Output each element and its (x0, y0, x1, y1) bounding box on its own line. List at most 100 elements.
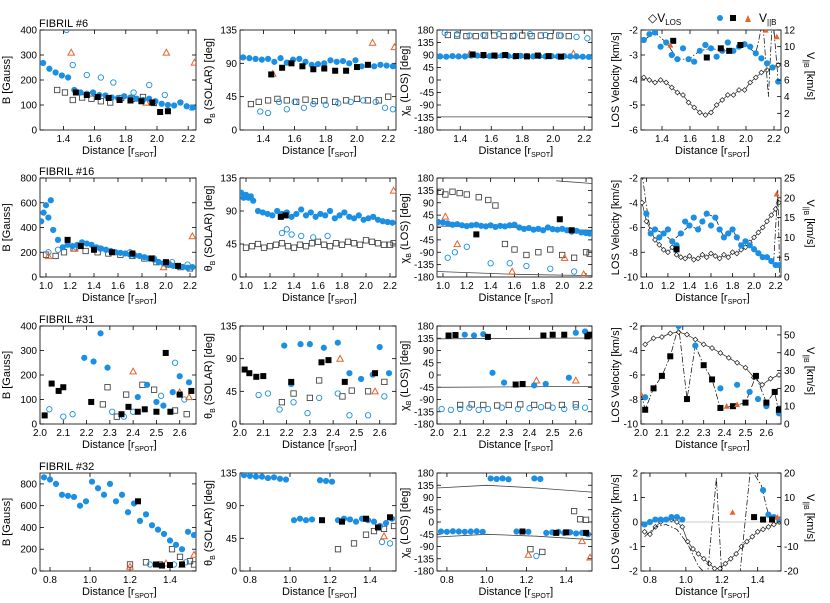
panel-r1-theta-ylabel: θB (SOLAR) [deg] (203, 38, 217, 124)
panel-r2-theta-blue-filled-22 (331, 215, 338, 222)
panel-r1-chi-black-open-8 (519, 32, 526, 39)
panel-r1-b-black-filled-5 (127, 97, 134, 104)
panel-r1-vel-vb-black-filled-4 (737, 42, 744, 48)
panel-r3-chi-blue-open-10 (549, 404, 556, 411)
panel-r2-chi-blue-open-4 (506, 260, 513, 267)
panel-r1-vel-vlos-diamond-17 (736, 87, 742, 93)
panel-r4-theta-blue-filled-9 (296, 515, 304, 522)
panel-r3-b-xlabel-sub: SPOT (135, 446, 155, 453)
panel-r2-vel-vlos-diamond-21 (729, 249, 736, 256)
panel-r4-chi-yticklabel-7: 135 (417, 481, 434, 492)
panel-r4-vel-yticklabel-1: -1 (629, 542, 638, 553)
panel-r1-chi-xticklabel-1: 1.6 (484, 134, 498, 145)
panel-r3-vel-yticklabel-4: -2 (629, 322, 638, 333)
panel-r4-b-blue-filled-13 (118, 491, 126, 498)
panel-r2-vel-xlabel-main: Distance [r (675, 292, 728, 304)
panel-r1-theta-blue-filled-16 (339, 58, 347, 65)
panel-r3-theta-black-filled-4 (288, 378, 295, 385)
panel-r3-b-blue-filled-6 (153, 398, 160, 406)
panel-r3-theta-ylabel-sub: B (210, 408, 217, 413)
panel-r4-chi-blue-filled-10 (499, 475, 506, 482)
panel-r2-vel-vb-blue-filled-14 (703, 210, 710, 217)
legend-blue-dot (717, 15, 723, 21)
panel-r1-b-black-open-2 (69, 96, 76, 104)
panel-r2-chi-ylabel-rest: (LOS) [deg] (399, 193, 411, 253)
panel-r2-vel-xticklabel-1: 1.2 (661, 281, 675, 292)
panel-r2-b-blue-filled-13 (88, 241, 95, 248)
panel-r2-b-xlabel: Distance [rSPOT] (82, 292, 157, 306)
panel-r3-vel-xticklabel-5: 2.5 (739, 428, 753, 439)
panel-r2-theta-blue-filled-6 (254, 207, 262, 215)
panel-r2-theta-yticklabel-3: 135 (220, 174, 237, 185)
panel-r4-b: 0.8 1.0 1.2 1.4 Distance [rSPOT] 0 200 400 600 80… (1, 461, 197, 600)
panel-r3-vel-vb-black-filled-6 (709, 376, 716, 383)
panel-r2-theta-blue-open-4 (310, 234, 317, 241)
panel-r3-theta-orange-tri-0 (336, 354, 345, 362)
panel-r2-theta-blue-filled-18 (312, 213, 319, 220)
panel-r4-b-blue-filled-1 (46, 476, 54, 483)
panel-r1-theta-black-filled-8 (354, 64, 360, 71)
panel-r3-theta-marks (241, 339, 393, 419)
panel-r1-theta-orange-tri-2 (390, 42, 396, 51)
panel-r3-b-black-filled-2 (55, 387, 62, 394)
panel-r3-b-xticklabel-1: 2.1 (56, 428, 70, 439)
panel-r1-chi-yticklabel-5: 45 (423, 63, 435, 74)
panel-r2-theta-black-open-7 (284, 243, 292, 250)
panel-r3-theta-blue-open-1 (264, 390, 272, 397)
panel-r2-theta-xticklabel-2: 1.4 (287, 281, 301, 292)
panel-r4-b-blue-filled-24 (184, 528, 192, 535)
panel-r2-b-xticklabel-5: 2.0 (159, 281, 173, 292)
panel-r2-theta-blue-filled-15 (298, 206, 305, 213)
panel-r3-vel-vlos-diamond-11 (734, 359, 741, 366)
panel-r4-b-xlabel-main: Distance [r (82, 586, 135, 598)
panel-r1-vel-vlos-diamond-21 (758, 69, 765, 76)
panel-r1-vel-vlos-diamond-19 (747, 79, 754, 86)
panel-r4-theta-marks (240, 473, 396, 553)
panel-r4-chi: 0.8 1.0 1.2 1.4 Distance [rSPOT] -180 -135-90-… (399, 469, 593, 600)
panel-r4-chi-xlabel-rest: ] (550, 586, 553, 598)
panel-r1-theta-blue-open-9 (347, 98, 354, 106)
panel-r2-vel: 1.0 1.2 1.4 1.6 1.8 2.0 2.2 Distance [rSPOT] -10… (610, 174, 816, 307)
panel-r2-chi-blue-filled-18 (520, 225, 528, 232)
panel-r2-theta-xticklabel-4: 1.8 (335, 281, 349, 292)
panel-r2-chi-black-open-11 (535, 249, 542, 256)
panel-r4-chi-black-filled-1 (553, 529, 560, 536)
panel-r4-vel-vlos-diamond-8 (684, 538, 691, 545)
panel-r1-theta-blue-open-4 (291, 98, 298, 106)
panel-r1-vel-vlos-diamond-13 (713, 102, 720, 108)
panel-r4-vel-vb-blue-filled-4 (663, 516, 670, 523)
panel-r1-b-blue-open-3 (97, 74, 104, 81)
panel-r4-chi-blue-filled-22 (573, 530, 580, 537)
panel-r1-vel-vb-blue-filled-10 (696, 47, 703, 54)
fibril-title-1: FIBRIL #6 (39, 18, 88, 30)
panel-r3-vel-vb-blue-filled-4 (734, 381, 741, 388)
panel-r1-vel-yticklabel-0: -6 (629, 126, 638, 137)
panel-r1-chi-black-open-11 (547, 33, 554, 40)
panel-r4-vel-vb-blue-filled-8 (759, 487, 767, 494)
panel-r2-chi-ylabel-sub: B (406, 253, 413, 258)
panel-r1-vel-vb-black-filled-0 (670, 37, 677, 44)
panel-r3-theta-xticklabel-5: 2.5 (349, 428, 363, 439)
panel-r2-b-blue-filled-8 (64, 241, 71, 248)
panel-r4-chi-yticklabel-2: -90 (420, 542, 435, 553)
panel-r2-chi-blue-filled-20 (530, 226, 537, 233)
panel-r1-theta-blue-open-12 (381, 104, 389, 111)
panel-r3-theta-xlabel-sub: SPOT (335, 446, 355, 453)
panel-r3-vel-vb-black-filled-1 (650, 385, 657, 392)
panel-r1-chi-blue-open-6 (526, 31, 534, 38)
panel-r1-b-marks (40, 30, 196, 115)
panel-r4-b-xticklabel-2: 1.2 (123, 575, 137, 586)
panel-r1-theta-blue-filled-0 (240, 54, 247, 61)
panel-r2-chi-blue-filled-10 (482, 223, 489, 230)
panel-r4-chi-ylabel-rest: (LOS) [deg] (399, 488, 411, 548)
panel-r3-vel-xlabel-main: Distance [r (675, 439, 728, 451)
panel-r2-chi-black-open-5 (475, 194, 482, 201)
panel-r3-b-xticklabel-5: 2.5 (149, 428, 163, 439)
panel-r1-vel-y2ticklabel-6: 12 (784, 26, 796, 37)
panel-r4-vel-vb-orange-tri-filled-1 (774, 514, 781, 520)
panel-r3-theta-blue-filled-6 (346, 370, 353, 377)
panel-r3-theta-blue-open-0 (255, 391, 262, 399)
panel-r1-theta-blue-filled-4 (264, 55, 272, 62)
panel-r3-b-blue-filled-7 (160, 402, 167, 409)
panel-r3-b-blue-filled-1 (90, 358, 97, 365)
